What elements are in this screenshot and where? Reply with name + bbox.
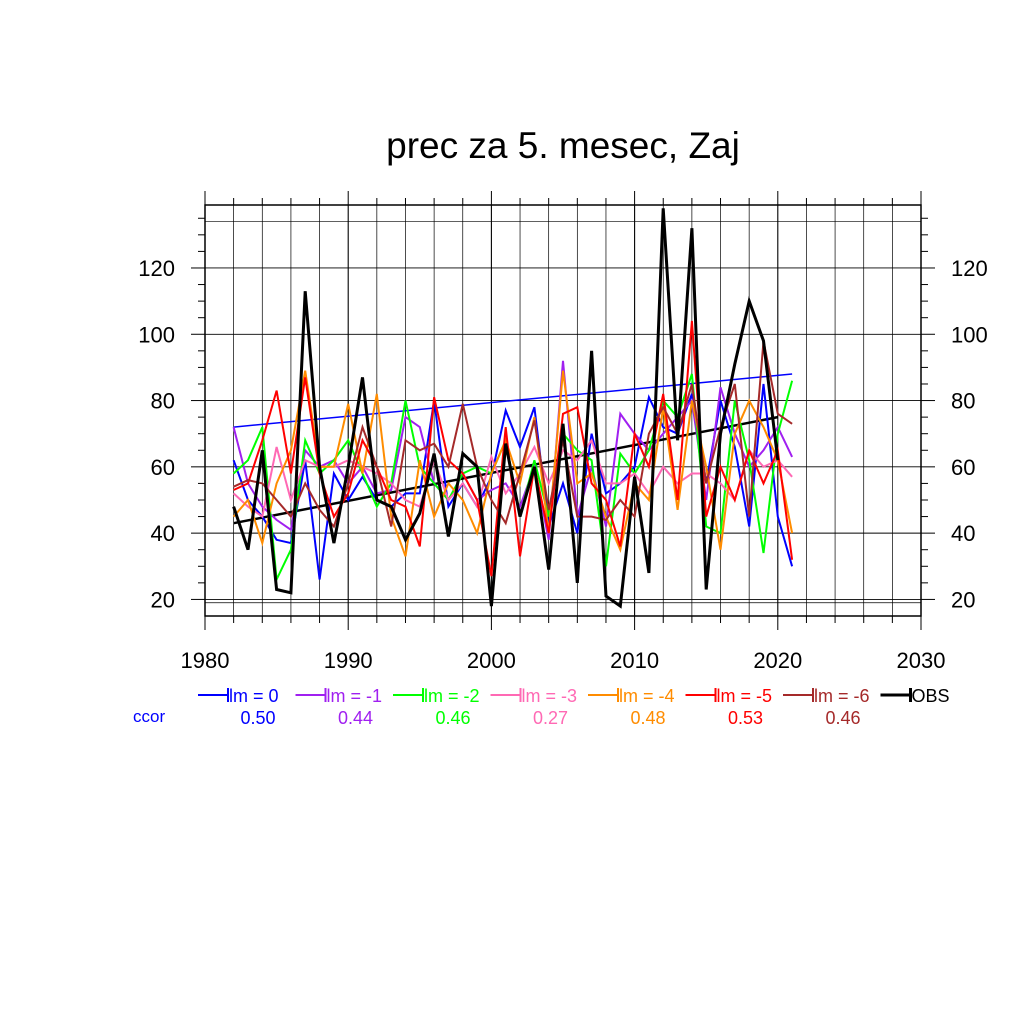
x-tick-label: 2000 — [467, 648, 516, 673]
series-line — [232, 208, 780, 609]
x-tick-label: 1980 — [181, 648, 230, 673]
plot-frame — [204, 204, 922, 617]
y-tick-label-right: 120 — [951, 256, 988, 281]
y-tick-label-right: 20 — [951, 587, 975, 612]
legend-ccor-value: 0.48 — [630, 708, 665, 728]
y-tick-label: 80 — [151, 389, 175, 414]
legend-ccor-value: 0.44 — [338, 708, 373, 728]
legend-label: lm = 0 — [229, 686, 279, 706]
x-tick-label: 2030 — [897, 648, 946, 673]
grid — [205, 205, 921, 616]
y-tick-label-right: 60 — [951, 455, 975, 480]
y-tick-label: 100 — [138, 322, 175, 347]
chart-title: prec za 5. mesec, Zaj — [386, 125, 740, 166]
legend-label: lm = -4 — [619, 686, 675, 706]
x-tick-label: 2010 — [610, 648, 659, 673]
legend-label: lm = -2 — [424, 686, 480, 706]
y-tick-label: 120 — [138, 256, 175, 281]
x-tick-label: 2020 — [753, 648, 802, 673]
y-tick-label: 60 — [151, 455, 175, 480]
y-tick-label: 40 — [151, 521, 175, 546]
ccor-label: ccor — [133, 707, 165, 726]
x-tick-label: 1990 — [324, 648, 373, 673]
y-tick-label-right: 40 — [951, 521, 975, 546]
legend-label: lm = -3 — [522, 686, 578, 706]
legend-label: OBS — [912, 686, 950, 706]
legend-label: lm = -5 — [717, 686, 773, 706]
legend-label: lm = -1 — [327, 686, 383, 706]
series-lines — [232, 208, 794, 609]
y-tick-label: 20 — [151, 587, 175, 612]
legend-ccor-value: 0.53 — [728, 708, 763, 728]
legend-label: lm = -6 — [814, 686, 870, 706]
legend-ccor-value: 0.46 — [825, 708, 860, 728]
legend-ccor-value: 0.27 — [533, 708, 568, 728]
legend-ccor-value: 0.50 — [240, 708, 275, 728]
y-tick-label-right: 100 — [951, 322, 988, 347]
legend-ccor-value: 0.46 — [435, 708, 470, 728]
y-tick-label-right: 80 — [951, 389, 975, 414]
